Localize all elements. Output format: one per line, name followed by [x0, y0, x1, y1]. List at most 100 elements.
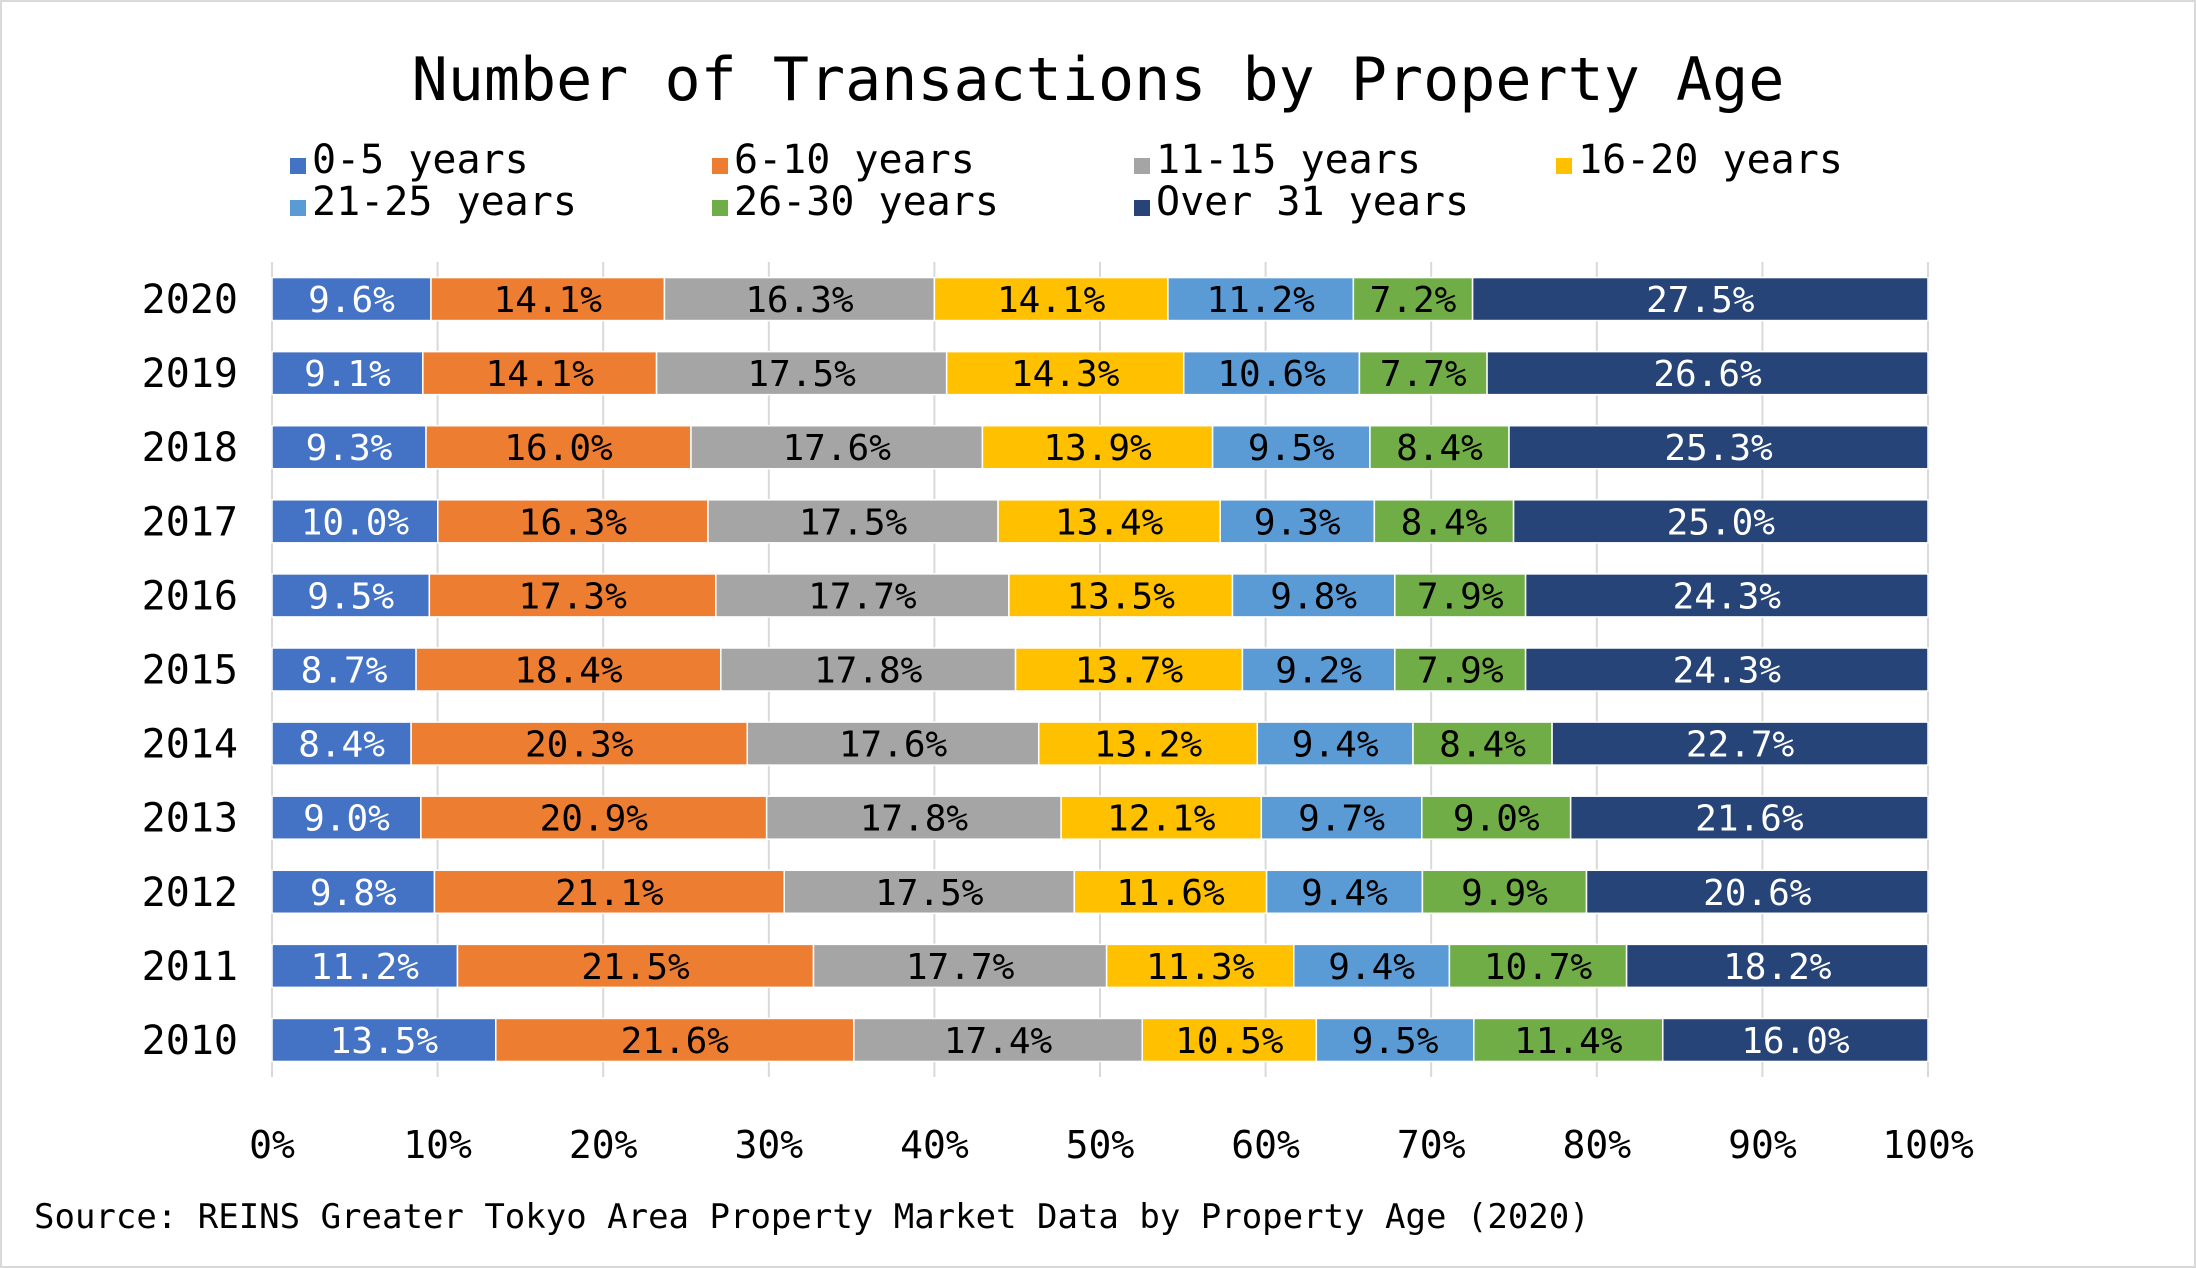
x-axis-tick-labels: 0% 10% 20% 30% 40% 50% 60% 70% 80% 90% 100% [249, 1123, 1974, 1167]
data-label: 16.3% [745, 280, 854, 321]
data-label: 17.7% [808, 576, 917, 617]
bar-segment [1141, 1017, 1318, 1063]
year-label: 2014 [142, 722, 238, 768]
x-tick-label: 100% [1882, 1123, 1974, 1167]
bar-segment [1182, 350, 1361, 396]
data-label: 11.6% [1116, 873, 1225, 914]
data-label: 17.5% [747, 354, 856, 395]
bar-segment [1486, 350, 1929, 396]
bar-segment [783, 869, 1076, 915]
data-label: 12.1% [1107, 799, 1216, 840]
bar-segment [981, 424, 1214, 470]
bar-segment [933, 276, 1169, 322]
legend-label: 6-10 years [734, 137, 975, 183]
bar-segment [715, 573, 1010, 618]
bar-segment [456, 943, 815, 989]
bar-segment [1293, 943, 1451, 989]
legend-swatch [1134, 200, 1150, 216]
year-label: 2016 [142, 573, 238, 619]
bar-segment [1073, 869, 1268, 915]
bar-segment [425, 424, 692, 470]
data-label: 13.7% [1075, 651, 1184, 692]
year-label: 2010 [142, 1018, 238, 1064]
data-label: 9.4% [1301, 873, 1388, 914]
data-label: 14.1% [494, 280, 603, 321]
year-label: 2019 [142, 351, 238, 397]
bar-segment [997, 499, 1221, 544]
data-label: 24.3% [1673, 576, 1782, 617]
data-label: 10.6% [1217, 354, 1326, 395]
data-label: 13.4% [1055, 502, 1164, 543]
bar-segment [1508, 424, 1929, 470]
bar-segment [433, 869, 785, 915]
data-label: 10.5% [1175, 1021, 1284, 1062]
data-label: 25.0% [1667, 502, 1776, 543]
bar-segment [1211, 424, 1371, 470]
bar-segment [271, 721, 412, 766]
bar-segment [1585, 869, 1929, 915]
data-label: 9.2% [1275, 651, 1362, 692]
data-label: 9.0% [303, 799, 390, 840]
source-note: Source: REINS Greater Tokyo Area Propert… [34, 1197, 1590, 1237]
bar-segment [1037, 721, 1259, 766]
bar-segment [271, 647, 417, 692]
data-label: 11.2% [1206, 280, 1315, 321]
data-label: 11.2% [311, 947, 420, 988]
bar-segment [1421, 795, 1572, 840]
bar-segment [415, 647, 722, 692]
data-label: 9.0% [1453, 799, 1540, 840]
data-label: 22.7% [1686, 725, 1795, 766]
data-label: 14.1% [486, 354, 595, 395]
data-label: 17.5% [875, 873, 984, 914]
bar-segment [1471, 276, 1929, 322]
legend-label: 26-30 years [734, 179, 999, 225]
bar-segment [1662, 1017, 1929, 1063]
data-label: 16.0% [504, 428, 613, 469]
data-label: 17.6% [839, 725, 948, 766]
year-label: 2017 [142, 499, 238, 545]
data-label: 14.1% [997, 280, 1106, 321]
bar-segment [1524, 573, 1929, 618]
bar-segment [1421, 869, 1588, 915]
data-label: 9.5% [1248, 428, 1335, 469]
bar-segment [422, 350, 658, 396]
data-label: 9.8% [1270, 576, 1357, 617]
bar-segment [1231, 573, 1396, 618]
x-tick-label: 20% [569, 1123, 638, 1167]
legend-swatch [1556, 158, 1572, 174]
data-label: 21.6% [1695, 799, 1804, 840]
data-label: 13.5% [1067, 576, 1176, 617]
data-label: 17.6% [783, 428, 892, 469]
legend-swatch [290, 158, 306, 174]
data-label: 17.7% [906, 947, 1015, 988]
data-label: 9.8% [310, 873, 397, 914]
bar-segment [271, 424, 427, 470]
x-tick-label: 0% [249, 1123, 295, 1167]
data-label: 18.4% [514, 651, 623, 692]
bar-segment [1352, 276, 1474, 322]
bar-segment [690, 424, 984, 470]
x-tick-label: 60% [1231, 1123, 1300, 1167]
data-label: 10.7% [1484, 947, 1593, 988]
data-label: 11.3% [1146, 947, 1255, 988]
bar-segment [1014, 647, 1244, 692]
bar-segment [720, 647, 1017, 692]
legend-label: 16-20 years [1578, 137, 1843, 183]
bar-segment [1394, 573, 1527, 618]
bars: 9.6% 14.1% 16.3% 14.1% 11.2% 7.2% 27.5% 9.1% 14.… [271, 276, 1929, 1063]
bar-segment [430, 276, 666, 322]
bar-segment [271, 350, 424, 396]
bar-segment [1373, 499, 1515, 544]
bar-segment [271, 869, 436, 915]
data-label: 20.9% [540, 799, 649, 840]
bar-segment [1473, 1017, 1664, 1063]
data-label: 9.5% [1352, 1021, 1439, 1062]
legend: 0-5 years 6-10 years 11-15 years 16-20 year… [290, 137, 1843, 225]
data-label: 11.4% [1514, 1021, 1623, 1062]
year-label: 2018 [142, 425, 238, 471]
legend-swatch [1134, 158, 1150, 174]
legend-label: Over 31 years [1156, 179, 1469, 225]
data-label: 21.6% [621, 1021, 730, 1062]
legend-swatch [290, 200, 306, 216]
bar-segment [765, 795, 1062, 840]
